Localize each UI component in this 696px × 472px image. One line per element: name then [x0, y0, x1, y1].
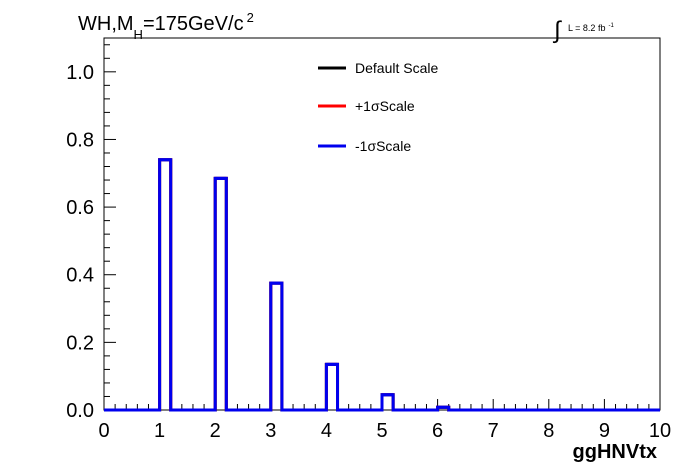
title-subscript: H	[134, 27, 143, 42]
lumi-integral-symbol: ∫	[552, 17, 562, 44]
series-group	[104, 158, 660, 412]
x-axis-label: ggHNVtx	[573, 441, 657, 463]
x-tick-label: 6	[432, 420, 443, 442]
y-tick-label: 0.4	[66, 265, 94, 287]
x-tick-label: 3	[265, 420, 276, 442]
legend-label-0: Default Scale	[355, 60, 438, 76]
x-tick-label: 5	[376, 420, 387, 442]
title-main: WH,M	[78, 13, 134, 35]
x-tick-label: 8	[543, 420, 554, 442]
title-superscript: 2	[247, 10, 254, 25]
x-tick-label: 0	[98, 420, 109, 442]
legend-label-2: -1σScale	[355, 138, 411, 154]
x-tick-label: 2	[210, 420, 221, 442]
x-tick-label: 9	[599, 420, 610, 442]
y-axis: 0.0 0.2 0.4 0.6 0.8 1.0	[66, 44, 116, 422]
y-tick-label: 0.6	[66, 197, 94, 219]
x-axis: 0 1 2 3 4 5 6 7 8 9 10	[98, 399, 671, 442]
histogram-series-2	[104, 158, 660, 412]
lumi-superscript: -1	[608, 23, 614, 29]
y-tick-label: 1.0	[66, 62, 94, 84]
chart-title: WH,MH=175GeV/c 2	[78, 10, 254, 42]
legend: Default Scale +1σScale -1σScale	[318, 60, 438, 154]
y-tick-label: 0.0	[66, 400, 94, 422]
lumi-text: L = 8.2 fb	[568, 23, 605, 33]
x-tick-label: 4	[321, 420, 332, 442]
lumi-label: L = 8.2 fb -1	[568, 23, 614, 33]
x-tick-label: 7	[488, 420, 499, 442]
y-tick-label: 0.8	[66, 129, 94, 151]
x-tick-label: 10	[649, 420, 671, 442]
y-tick-label: 0.2	[66, 332, 94, 354]
title-rest: =175GeV/c	[143, 13, 244, 35]
legend-label-1: +1σScale	[355, 98, 415, 114]
x-tick-label: 1	[154, 420, 165, 442]
